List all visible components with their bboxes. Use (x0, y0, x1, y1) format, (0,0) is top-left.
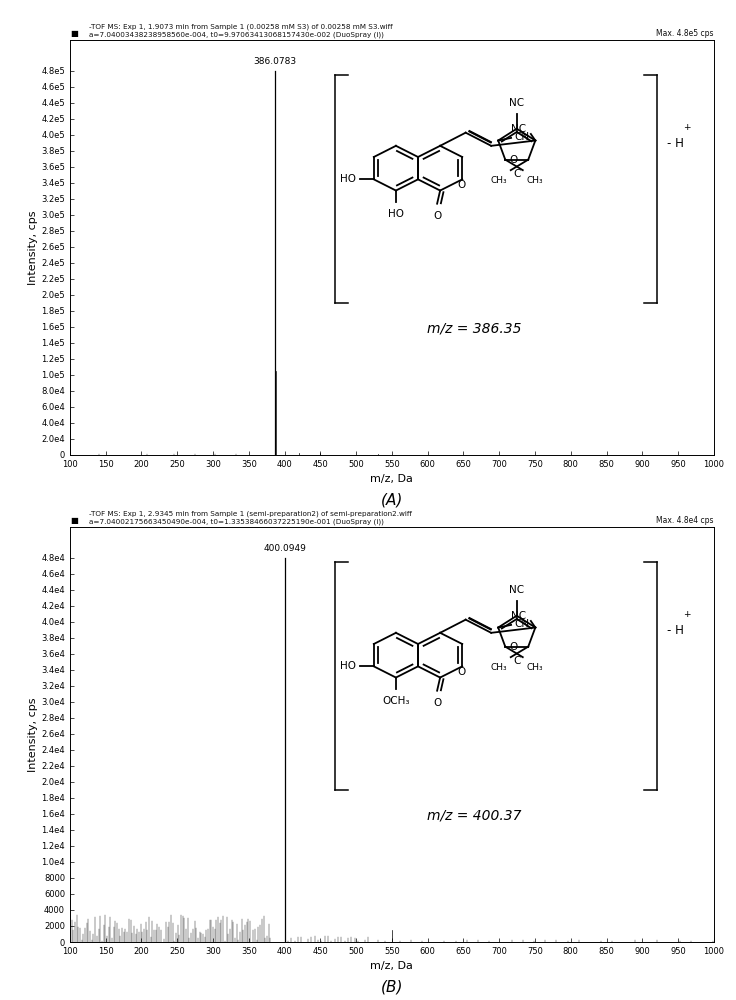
Text: ■: ■ (70, 516, 78, 525)
Text: m/z = 386.35: m/z = 386.35 (427, 321, 522, 335)
Text: m/z = 400.37: m/z = 400.37 (427, 808, 522, 822)
X-axis label: m/z, Da: m/z, Da (370, 474, 414, 484)
Text: 400.0949: 400.0949 (263, 544, 306, 553)
Text: +: + (683, 610, 690, 619)
Text: +: + (683, 123, 690, 132)
Text: - H: - H (668, 137, 684, 150)
Text: -TOF MS: Exp 1, 1.9073 min from Sample 1 (0.00258 mM S3) of 0.00258 mM S3.wiff
a: -TOF MS: Exp 1, 1.9073 min from Sample 1… (89, 24, 393, 38)
Text: ■: ■ (70, 29, 78, 38)
Text: Max. 4.8e5 cps: Max. 4.8e5 cps (657, 29, 714, 38)
Text: Max. 4.8e4 cps: Max. 4.8e4 cps (657, 516, 714, 525)
Text: - H: - H (668, 624, 684, 637)
Y-axis label: Intensity, cps: Intensity, cps (29, 697, 38, 772)
Text: 386.0783: 386.0783 (253, 57, 296, 66)
Text: (A): (A) (381, 492, 403, 507)
Y-axis label: Intensity, cps: Intensity, cps (29, 210, 38, 285)
Text: (B): (B) (381, 979, 403, 994)
Text: -TOF MS: Exp 1, 2.9345 min from Sample 1 (semi-preparation2) of semi-preparation: -TOF MS: Exp 1, 2.9345 min from Sample 1… (89, 511, 412, 525)
X-axis label: m/z, Da: m/z, Da (370, 961, 414, 971)
